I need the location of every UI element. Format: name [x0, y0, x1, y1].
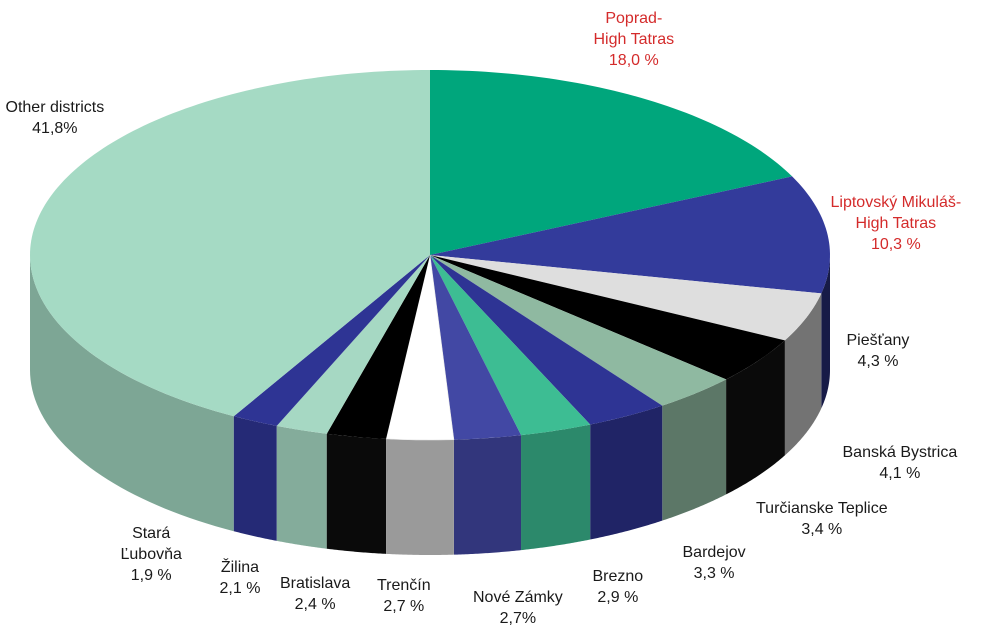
- slice-value: 2,7%: [499, 610, 537, 627]
- pie-side-3: [726, 340, 785, 495]
- slice-value: 3,3 %: [693, 565, 735, 582]
- pie-slice-0: [430, 70, 793, 255]
- pie-slice-11: [233, 255, 430, 426]
- slice-label-text: High Tatras: [593, 31, 675, 48]
- pie-slice-7: [430, 255, 522, 440]
- slice-label-text: Trenčín: [377, 577, 431, 594]
- slice-value: 2,1 %: [219, 580, 261, 597]
- slice-label-text: Bardejov: [682, 544, 746, 561]
- slice-label-text: Turčianske Teplice: [756, 500, 888, 517]
- pie-side-10: [276, 425, 327, 549]
- pie-side-5: [590, 405, 663, 540]
- pie-side-walls: [30, 255, 830, 555]
- slice-label-3: Banská Bystrica 4,1 %: [843, 442, 958, 484]
- pie-slice-1: [430, 176, 830, 294]
- slice-label-text: High Tatras: [855, 215, 937, 232]
- slice-label-9: Bratislava 2,4 %: [280, 573, 350, 615]
- pie-slice-8: [385, 254, 455, 441]
- slice-label-4: Turčianske Teplice 3,4 %: [756, 498, 888, 540]
- slice-value: 2,7 %: [383, 598, 425, 615]
- pie-slice-12: [30, 70, 430, 417]
- slice-label-text: Žilina: [220, 559, 260, 576]
- slice-label-5: Bardejov 3,3 %: [683, 542, 746, 584]
- slice-value: 10,3 %: [870, 236, 921, 253]
- slice-label-11: Stará Ľubovňa 1,9 %: [121, 523, 182, 586]
- pie-side-4: [662, 379, 727, 521]
- slice-label-8: Trenčín 2,7 %: [377, 575, 431, 617]
- slice-value: 3,4 %: [801, 521, 843, 538]
- pie-side-8: [386, 438, 454, 555]
- pie-slice-5: [430, 255, 663, 425]
- slice-label-text: Piešťany: [846, 332, 910, 349]
- slice-label-text: Banská Bystrica: [842, 444, 958, 461]
- slice-label-text: Bratislava: [280, 575, 351, 592]
- pie-side-12: [30, 255, 234, 532]
- slice-value: 2,9 %: [597, 589, 639, 606]
- slice-label-2: Piešťany 4,3 %: [847, 330, 910, 372]
- slice-label-text: Liptovský Mikuláš-: [830, 194, 962, 211]
- slice-value: 18,0 %: [608, 52, 659, 69]
- slice-label-text: Other districts: [5, 99, 105, 116]
- slice-label-text: Poprad-: [605, 10, 663, 27]
- slice-value: 4,3 %: [857, 353, 899, 370]
- slice-label-6: Brezno 2,9 %: [593, 566, 644, 608]
- slice-label-1: Liptovský Mikuláš- High Tatras 10,3 %: [831, 192, 962, 255]
- slice-label-0: Poprad- High Tatras 18,0 %: [594, 8, 675, 71]
- pie-top-face: [30, 70, 830, 441]
- slice-label-text: Stará: [132, 525, 171, 542]
- pie-side-7: [453, 435, 522, 555]
- pie-slice-10: [276, 255, 430, 434]
- pie-slice-6: [430, 255, 591, 436]
- pie-slice-4: [430, 255, 727, 406]
- slice-label-text: Brezno: [592, 568, 644, 585]
- slice-value: 2,4 %: [294, 596, 336, 613]
- pie-slice-9: [326, 255, 430, 439]
- slice-label-7: Nové Zámky 2,7%: [473, 587, 563, 629]
- pie-slice-3: [430, 255, 785, 380]
- slice-value: 1,9 %: [130, 567, 172, 584]
- pie-side-2: [784, 293, 822, 456]
- slice-label-12: Other districts 41,8%: [6, 97, 105, 139]
- slice-label-text: Nové Zámky: [473, 589, 563, 606]
- pie-side-9: [326, 433, 387, 554]
- pie-side-6: [521, 424, 591, 551]
- pie-side-11: [233, 416, 277, 541]
- slice-value: 4,1 %: [879, 465, 921, 482]
- slice-value: 41,8%: [32, 120, 78, 137]
- pie-slice-2: [430, 255, 822, 341]
- pie-side-1: [821, 255, 830, 409]
- slice-label-text: Ľubovňa: [120, 546, 182, 563]
- slice-label-10: Žilina 2,1 %: [220, 557, 261, 599]
